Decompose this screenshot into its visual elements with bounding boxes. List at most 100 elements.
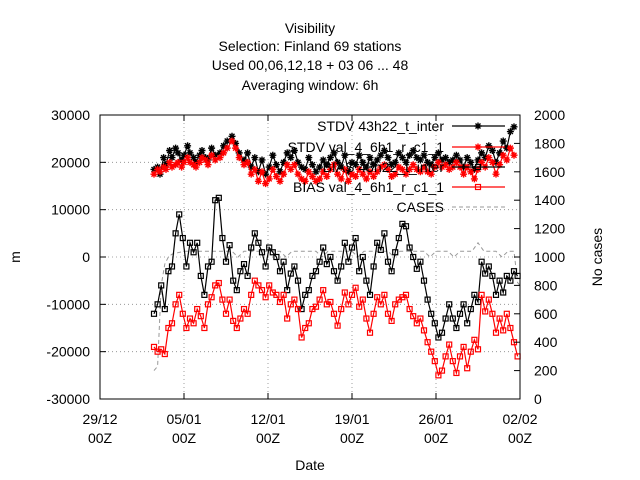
y-tick-label: 0: [82, 249, 90, 265]
data-point: [190, 320, 197, 327]
data-point: [373, 168, 381, 176]
data-point: [380, 147, 388, 154]
x-tick-label-time: 00Z: [256, 430, 281, 446]
x-tick-label-time: 00Z: [88, 430, 113, 446]
data-point: [280, 158, 288, 166]
data-point: [352, 161, 360, 169]
data-point: [280, 258, 287, 265]
data-point: [298, 334, 305, 341]
data-point: [456, 310, 464, 317]
data-point: [377, 246, 384, 253]
data-point: [302, 324, 309, 332]
data-point: [284, 287, 291, 294]
data-point: [323, 261, 330, 268]
data-point: [294, 158, 302, 166]
x-axis-ticks: 29/12 00Z 05/01 00Z 12/01 00Z 19/01 00Z 26/01 00Z…: [82, 115, 538, 446]
data-point: [197, 313, 204, 320]
data-point: [449, 315, 456, 322]
data-point: [420, 277, 428, 284]
x-tick-label-date: 12/01: [250, 411, 285, 427]
data-point: [427, 170, 435, 178]
data-point: [161, 350, 168, 358]
data-point: [388, 173, 396, 181]
data-point: [269, 249, 276, 256]
data-point: [226, 242, 233, 249]
data-point: [330, 268, 338, 275]
data-point: [417, 315, 424, 322]
data-point: [373, 156, 381, 164]
data-point: [190, 249, 197, 256]
data-point: [470, 175, 478, 183]
y-tick-label: -20000: [46, 344, 90, 360]
data-point: [359, 253, 366, 261]
data-point: [416, 168, 424, 176]
data-point: [445, 158, 453, 166]
data-point: [184, 154, 192, 162]
data-point: [363, 277, 370, 284]
data-point: [438, 329, 446, 336]
data-point: [507, 277, 514, 284]
data-point: [431, 163, 439, 171]
data-point: [251, 277, 258, 284]
data-point: [442, 353, 449, 360]
data-point: [427, 161, 435, 169]
data-point: [301, 177, 309, 185]
data-point: [395, 163, 403, 171]
data-point: [168, 154, 176, 162]
data-point: [496, 161, 504, 169]
data-point: [166, 158, 174, 166]
data-point: [194, 239, 201, 246]
data-point: [413, 265, 420, 272]
data-point: [481, 154, 489, 162]
data-point: [248, 244, 255, 251]
data-point: [196, 158, 204, 166]
y2-tick-label: 1600: [534, 164, 565, 180]
data-point: [424, 168, 432, 176]
data-point: [291, 296, 298, 303]
data-point: [228, 137, 236, 145]
data-point: [309, 272, 316, 280]
data-point: [406, 244, 413, 251]
data-point: [262, 294, 269, 301]
data-point: [492, 329, 500, 336]
y-tick-label: 30000: [51, 107, 90, 123]
data-point: [232, 144, 240, 152]
data-point: [442, 161, 450, 169]
data-point: [172, 144, 180, 152]
chart-title: Visibility Selection: Finland 69 station…: [212, 20, 409, 93]
data-point: [283, 161, 291, 169]
data-point: [510, 151, 518, 159]
data-point: [456, 156, 464, 164]
data-point: [510, 123, 518, 131]
data-point: [488, 147, 496, 154]
data-point: [230, 317, 237, 324]
data-point: [330, 161, 338, 169]
data-point: [154, 301, 161, 308]
data-point: [471, 336, 478, 343]
data-point: [308, 161, 316, 169]
data-point: [409, 147, 417, 154]
data-point: [305, 287, 312, 294]
data-point: [370, 173, 378, 181]
data-point: [156, 168, 164, 176]
title-line-3: Used 00,06,12,18 + 03 06 ... 48: [212, 57, 409, 73]
data-point: [478, 149, 486, 157]
data-point: [377, 151, 385, 159]
data-point: [316, 296, 323, 303]
data-point: [348, 158, 356, 166]
data-point: [179, 310, 186, 317]
data-point: [298, 175, 306, 183]
data-point: [240, 156, 248, 164]
data-point: [305, 320, 312, 327]
x-tick-label-time: 00Z: [424, 430, 449, 446]
data-point: [506, 144, 514, 152]
data-point: [413, 154, 421, 162]
data-point: [474, 143, 482, 151]
data-point: [284, 315, 291, 322]
data-point: [489, 272, 496, 280]
series-1: [150, 137, 518, 188]
data-point: [356, 268, 363, 275]
data-point: [402, 291, 410, 298]
data-point: [319, 156, 327, 164]
data-point: [211, 156, 219, 164]
